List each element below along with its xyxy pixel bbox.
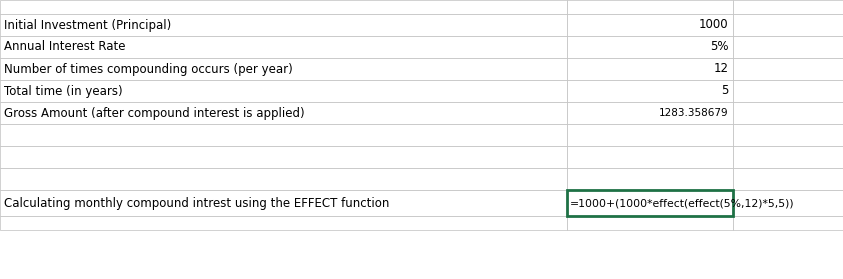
- Bar: [567, 102, 733, 124]
- Text: Gross Amount (after compound interest is applied): Gross Amount (after compound interest is…: [4, 107, 304, 119]
- Bar: [733, 36, 843, 58]
- Bar: [733, 102, 843, 124]
- Bar: [0, 102, 567, 124]
- Bar: [733, 190, 843, 216]
- Text: Total time (in years): Total time (in years): [4, 85, 122, 97]
- Bar: [567, 0, 733, 14]
- Bar: [0, 216, 567, 230]
- Bar: [567, 190, 733, 216]
- Text: 12: 12: [713, 62, 728, 76]
- Bar: [733, 124, 843, 146]
- Text: 5%: 5%: [710, 40, 728, 54]
- Bar: [567, 36, 733, 58]
- Bar: [567, 146, 733, 168]
- Bar: [567, 14, 733, 36]
- Bar: [733, 80, 843, 102]
- Bar: [0, 36, 567, 58]
- Text: Calculating monthly compound intrest using the EFFECT function: Calculating monthly compound intrest usi…: [4, 196, 389, 210]
- Bar: [0, 124, 567, 146]
- Bar: [733, 168, 843, 190]
- Text: Annual Interest Rate: Annual Interest Rate: [4, 40, 126, 54]
- Bar: [567, 124, 733, 146]
- Text: Initial Investment (Principal): Initial Investment (Principal): [4, 18, 171, 32]
- Text: =1000+(1000*effect(effect(5%,12)*5,5)): =1000+(1000*effect(effect(5%,12)*5,5)): [571, 198, 795, 208]
- Bar: [567, 190, 733, 216]
- Bar: [0, 80, 567, 102]
- Bar: [0, 58, 567, 80]
- Bar: [0, 146, 567, 168]
- Bar: [567, 80, 733, 102]
- Bar: [567, 216, 733, 230]
- Bar: [0, 0, 567, 14]
- Bar: [733, 216, 843, 230]
- Text: Number of times compounding occurs (per year): Number of times compounding occurs (per …: [4, 62, 293, 76]
- Text: 1000: 1000: [699, 18, 728, 32]
- Bar: [567, 168, 733, 190]
- Bar: [567, 58, 733, 80]
- Text: 5: 5: [722, 85, 728, 97]
- Bar: [0, 14, 567, 36]
- Bar: [0, 168, 567, 190]
- Bar: [733, 0, 843, 14]
- Bar: [0, 190, 567, 216]
- Bar: [733, 146, 843, 168]
- Bar: [733, 14, 843, 36]
- Bar: [733, 58, 843, 80]
- Text: 1283.358679: 1283.358679: [659, 108, 728, 118]
